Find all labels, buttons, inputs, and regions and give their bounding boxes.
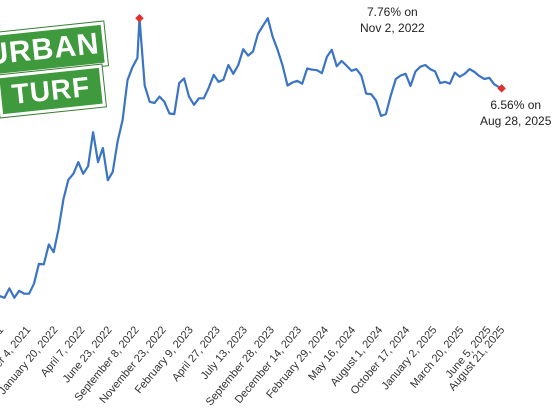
latest-marker — [497, 84, 506, 93]
logo-bottom-word: TURF — [0, 64, 106, 118]
urban-turf-logo: URBAN TURF — [0, 21, 108, 118]
peak-annotation: 7.76% on Nov 2, 2022 — [360, 5, 425, 35]
peak-marker — [135, 13, 144, 23]
latest-annotation: 6.56% on Aug 28, 2025 — [480, 98, 552, 128]
rate-series-line — [0, 17, 503, 299]
